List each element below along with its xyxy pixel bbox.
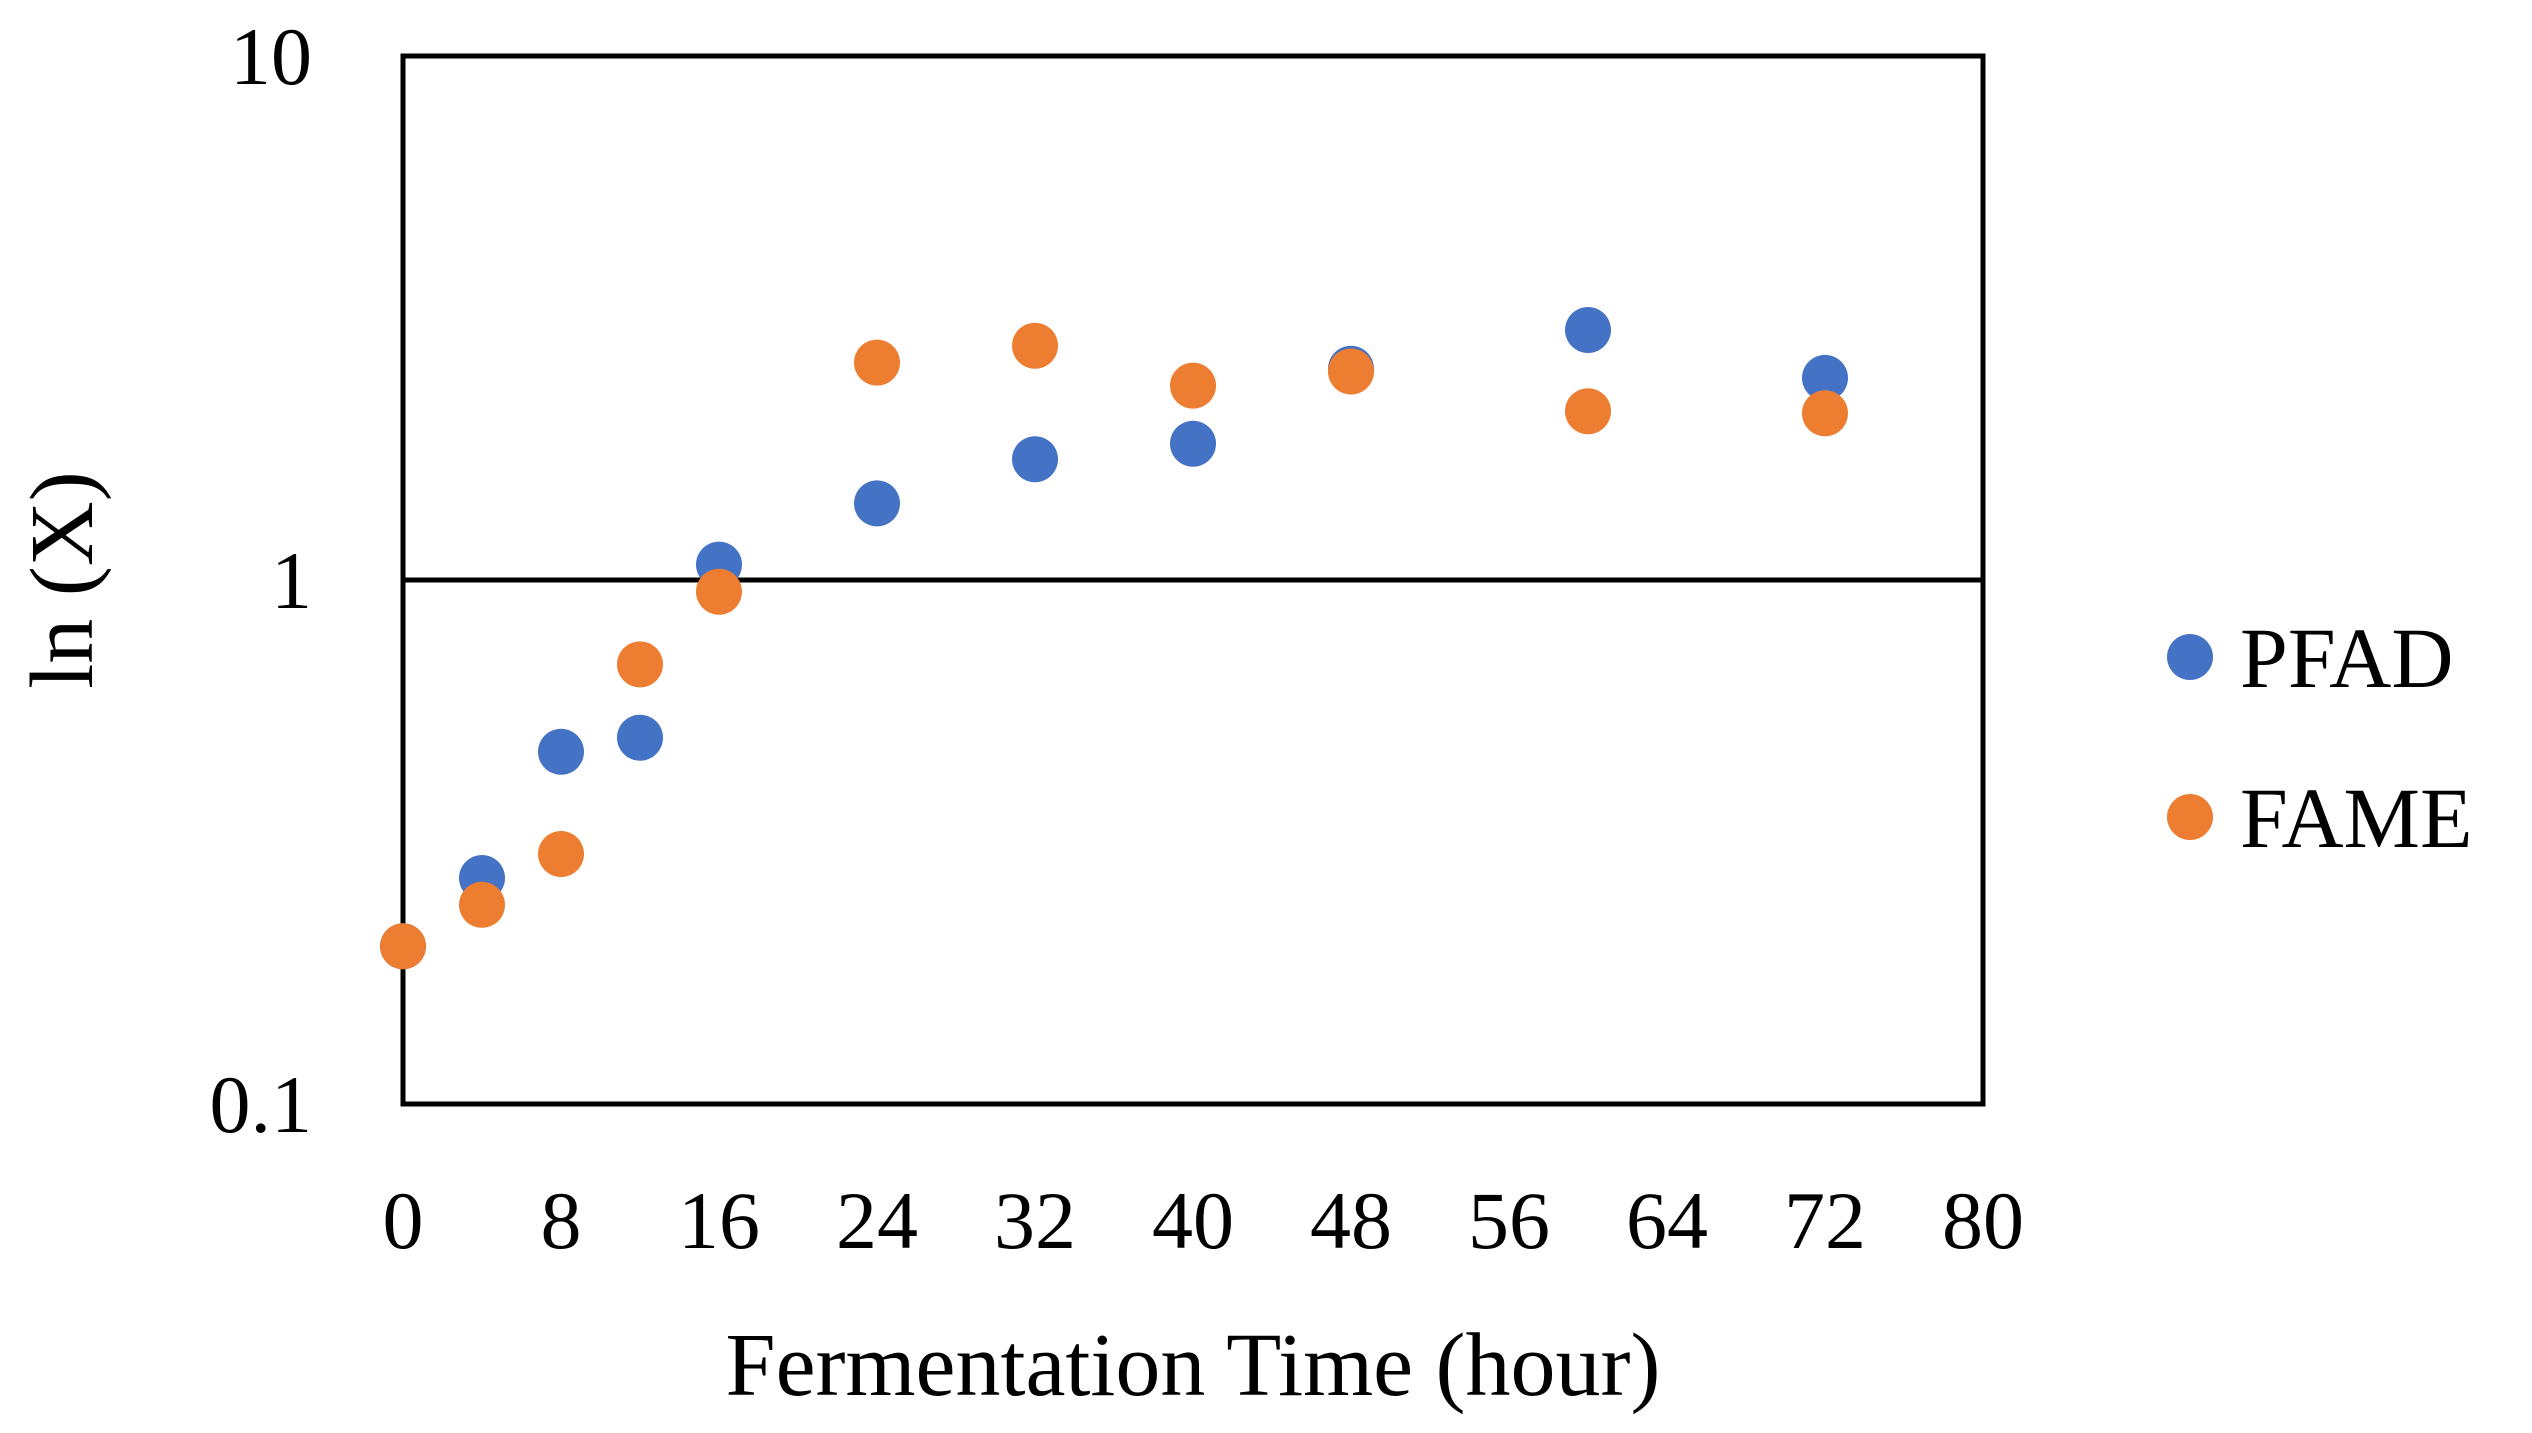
legend: PFAD FAME	[2167, 610, 2473, 866]
point-fame-8	[1328, 348, 1374, 395]
point-fame-9	[1565, 388, 1611, 435]
x-tick-label-9: 72	[1784, 1175, 1866, 1266]
point-pfad-2	[538, 728, 584, 775]
point-fame-4	[696, 568, 742, 615]
point-fame-10	[1802, 390, 1848, 437]
legend-label-pfad: PFAD	[2240, 610, 2454, 706]
point-fame-7	[1170, 362, 1216, 409]
point-pfad-7	[1170, 420, 1216, 467]
point-fame-0	[380, 923, 426, 970]
x-tick-label-10: 80	[1942, 1175, 2024, 1266]
y-tick-label-2: 10	[230, 11, 312, 102]
point-fame-2	[538, 831, 584, 877]
point-fame-6	[1012, 322, 1058, 369]
legend-label-fame: FAME	[2240, 770, 2473, 866]
legend-marker-fame	[2167, 794, 2213, 840]
x-tick-label-3: 24	[836, 1175, 918, 1266]
plot-area	[400, 53, 1986, 1107]
point-fame-1	[459, 881, 505, 928]
point-pfad-10	[1802, 354, 1848, 401]
x-tick-label-6: 48	[1310, 1175, 1392, 1266]
point-fame-5	[854, 339, 900, 386]
x-tick-label-7: 56	[1468, 1175, 1550, 1266]
x-tick-label-0: 0	[383, 1175, 424, 1266]
x-tick-label-2: 16	[678, 1175, 760, 1266]
x-tick-label-4: 32	[994, 1175, 1076, 1266]
data-points	[380, 307, 1848, 970]
x-tick-label-5: 40	[1152, 1175, 1234, 1266]
x-tick-label-8: 64	[1626, 1175, 1708, 1266]
y-tick-label-1: 1	[271, 535, 312, 626]
point-pfad-9	[1565, 307, 1611, 353]
legend-item-fame: FAME	[2167, 770, 2473, 866]
tick-labels: 0 8 16 24 32 40 48 56 64 72 80 0.1 1 10	[210, 11, 2025, 1266]
legend-item-pfad: PFAD	[2167, 610, 2454, 706]
x-tick-label-1: 8	[541, 1175, 582, 1266]
y-axis-title: ln (X)	[13, 471, 112, 688]
x-axis-title: Fermentation Time (hour)	[726, 1316, 1661, 1415]
point-pfad-5	[854, 480, 900, 527]
legend-marker-pfad	[2167, 634, 2213, 680]
point-pfad-6	[1012, 436, 1058, 483]
point-pfad-3	[617, 714, 663, 761]
point-fame-3	[617, 641, 663, 688]
y-tick-label-0: 0.1	[210, 1059, 313, 1150]
